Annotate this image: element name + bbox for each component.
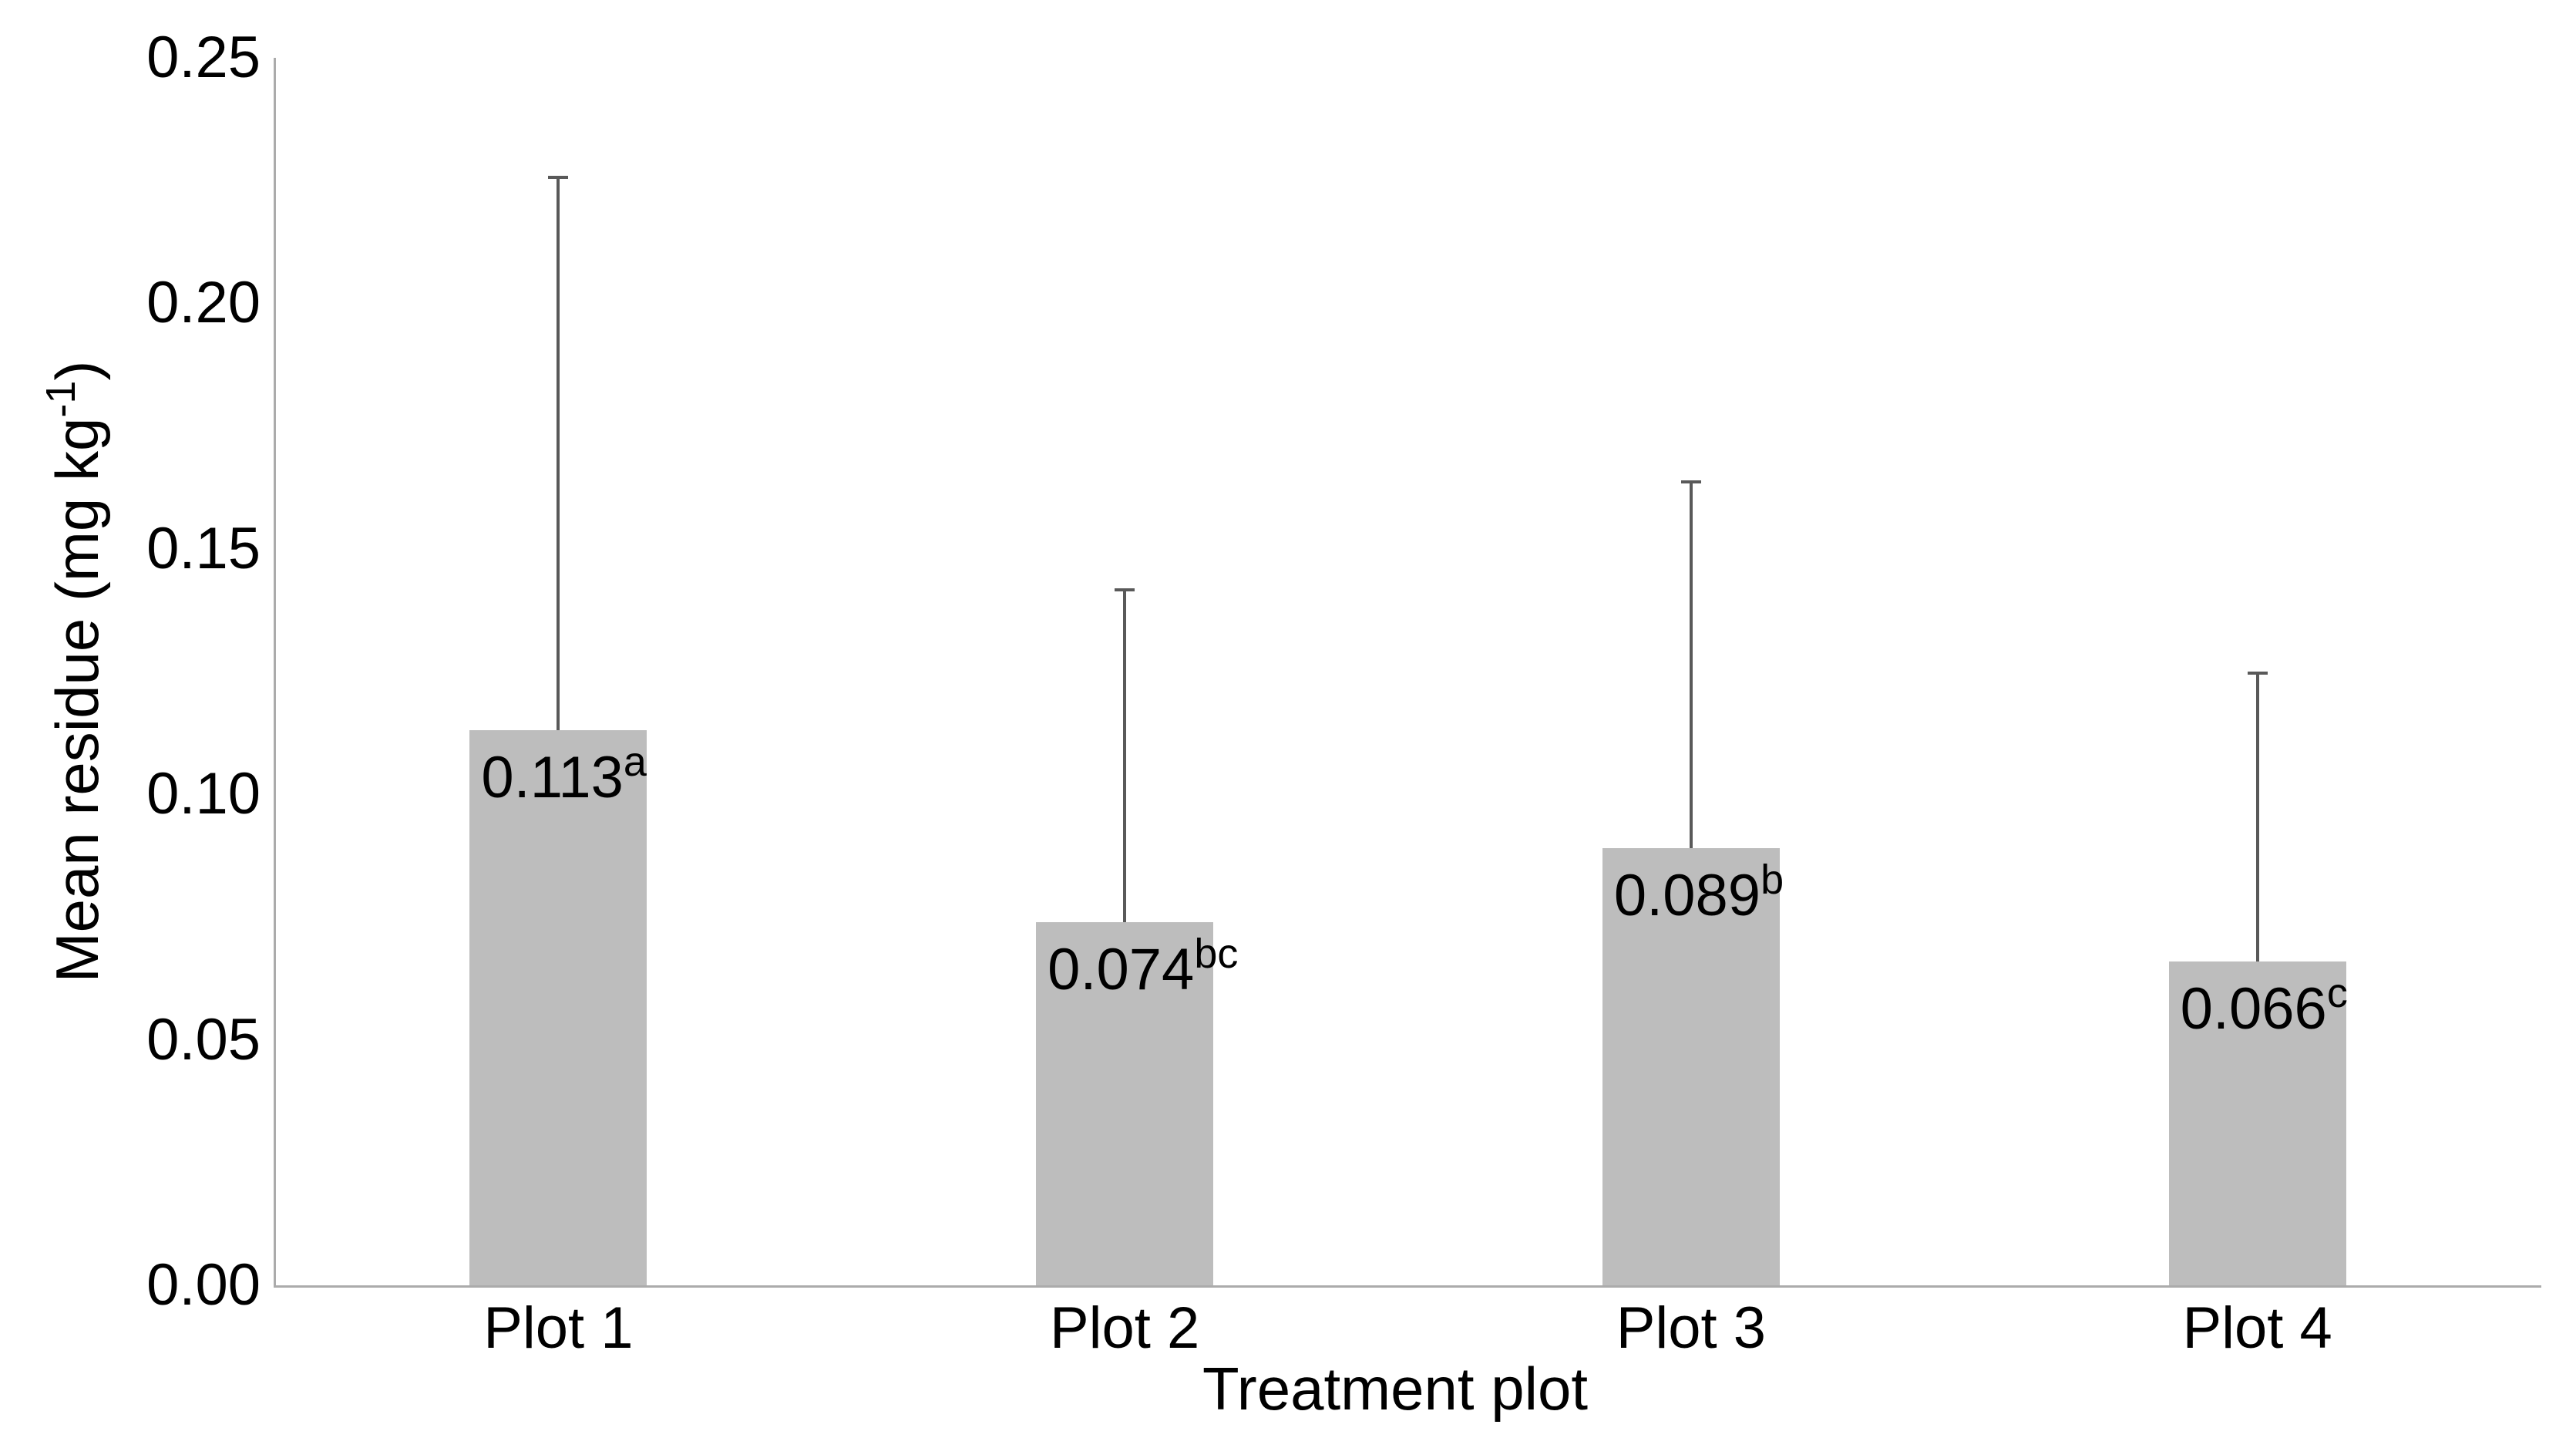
y-tick-label: 0.00 (146, 1252, 261, 1318)
bar-value: 0.113 (481, 745, 624, 811)
bar-group-plot-1: 0.113a Plot 1 (469, 58, 647, 1358)
x-category-label: Plot 2 (1049, 1295, 1200, 1361)
bar-value-label: 0.066c (2181, 972, 2348, 1039)
x-category-label: Plot 3 (1616, 1295, 1767, 1361)
bar-value: 0.089 (1613, 863, 1761, 929)
y-tick-label: 0.10 (146, 761, 261, 827)
significance-letter: a (623, 739, 647, 786)
error-bar-line (557, 175, 560, 732)
error-bar-line (1123, 588, 1127, 924)
bar-plot-3 (1602, 848, 1780, 1285)
y-axis-title: Mean residue (mg kg-1) (38, 361, 111, 983)
x-category-label: Plot 1 (483, 1295, 634, 1361)
error-bar-cap (2247, 672, 2268, 675)
error-bar-cap (1115, 588, 1135, 591)
significance-letter: bc (1194, 930, 1239, 977)
y-tick-label: 0.20 (146, 270, 261, 336)
bar-value-label: 0.113a (481, 741, 647, 807)
bar-value: 0.074 (1048, 936, 1195, 1002)
y-tick-label: 0.05 (146, 1006, 261, 1073)
y-tick-label: 0.15 (146, 515, 261, 581)
bar-plot-1 (469, 730, 647, 1285)
significance-letter: b (1760, 857, 1784, 904)
bar-plot-2 (1036, 921, 1214, 1285)
x-category-label: Plot 4 (2182, 1295, 2332, 1361)
x-axis-line (274, 1285, 2541, 1288)
error-bar-cap (1680, 480, 1701, 483)
bar-group-plot-2: 0.074bc Plot 2 (1036, 58, 1238, 1358)
y-axis-title-exponent: -1 (38, 380, 84, 418)
bar-value-label: 0.074bc (1048, 933, 1238, 999)
bar-plot-4 (2168, 961, 2346, 1285)
bar-group-plot-3: 0.089b Plot 3 (1602, 58, 1784, 1358)
y-axis-title-text: Mean residue (mg kg (43, 417, 111, 983)
error-bar-cap (548, 175, 569, 179)
error-bar-line (2255, 672, 2259, 963)
bar-group-plot-4: 0.066c Plot 4 (2168, 58, 2348, 1358)
y-axis-title-suffix: ) (43, 360, 111, 381)
bar-value-label: 0.089b (1614, 859, 1784, 925)
significance-letter: c (2326, 969, 2348, 1016)
bar-value: 0.066 (2180, 975, 2327, 1042)
x-axis-title: Treatment plot (1202, 1355, 1588, 1423)
y-axis-line (274, 58, 276, 1288)
error-bar-line (1689, 480, 1693, 850)
y-tick-label: 0.25 (146, 25, 261, 90)
